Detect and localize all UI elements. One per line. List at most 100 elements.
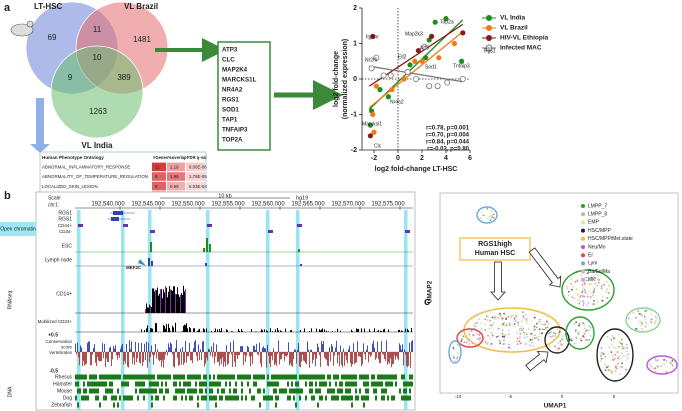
signal xyxy=(172,290,173,313)
signal xyxy=(107,352,108,363)
cell-dot xyxy=(490,332,493,334)
alignment xyxy=(379,381,381,387)
cell-dot xyxy=(519,338,521,341)
alignment xyxy=(209,395,211,401)
signal xyxy=(405,328,406,332)
alignment xyxy=(143,388,145,394)
alignment xyxy=(83,374,85,380)
alignment xyxy=(217,388,219,394)
callout-text: Human HSC xyxy=(475,250,515,257)
signal xyxy=(255,331,256,332)
signal xyxy=(337,352,338,364)
cell-dot xyxy=(621,362,624,365)
signal xyxy=(124,352,125,361)
cell-dot xyxy=(640,320,643,323)
alignment xyxy=(103,381,105,387)
alignment xyxy=(189,381,191,387)
alignment xyxy=(261,374,263,380)
cell-dot xyxy=(468,343,471,345)
cell-dot xyxy=(590,276,592,279)
cell-dot xyxy=(502,323,504,326)
legend-label: Ba/Eo/Ma xyxy=(588,269,610,275)
signal xyxy=(184,324,185,332)
alignment xyxy=(109,374,111,380)
venn-count: 9 xyxy=(68,73,73,82)
cell-dot xyxy=(650,318,653,321)
cell-dot xyxy=(632,311,635,314)
point xyxy=(401,76,407,82)
signal xyxy=(320,352,321,367)
signal xyxy=(185,288,186,313)
cell-dot xyxy=(643,315,646,318)
cell-dot xyxy=(489,344,492,347)
point xyxy=(368,65,375,72)
alignment xyxy=(205,374,207,380)
cell-dot xyxy=(475,322,477,325)
axis-label: -0.5 xyxy=(49,368,58,374)
alignment xyxy=(205,381,207,387)
y-tick-label: 0 xyxy=(353,76,357,83)
signal xyxy=(383,329,384,332)
signal xyxy=(276,352,277,366)
alignment xyxy=(333,395,335,401)
signal xyxy=(95,352,96,363)
signal xyxy=(331,344,332,352)
cell-dot xyxy=(655,359,657,362)
signal xyxy=(148,342,149,352)
signal xyxy=(85,352,86,365)
alignment xyxy=(271,374,273,380)
alignment xyxy=(79,374,81,380)
signal xyxy=(204,352,205,367)
alignment xyxy=(181,395,183,401)
signal xyxy=(324,329,325,332)
alignment xyxy=(135,374,137,380)
alignment xyxy=(127,395,129,401)
alignment xyxy=(187,388,189,394)
cell-dot xyxy=(640,314,643,317)
signal xyxy=(84,352,85,366)
cell-dot xyxy=(580,339,583,342)
alignment xyxy=(199,381,201,387)
signal xyxy=(280,352,281,360)
callout-box xyxy=(459,237,531,261)
alignment xyxy=(149,388,151,394)
cell-dot xyxy=(470,330,473,332)
cell-dot xyxy=(589,296,592,298)
alignment xyxy=(379,374,381,380)
signal xyxy=(139,352,140,363)
signal xyxy=(328,331,329,332)
signal xyxy=(235,352,236,367)
signal xyxy=(112,352,113,360)
signal xyxy=(167,352,168,356)
alignment xyxy=(125,395,127,401)
signal xyxy=(259,342,260,352)
signal xyxy=(239,352,240,356)
signal xyxy=(145,308,146,313)
signal xyxy=(258,352,259,356)
signal xyxy=(133,352,134,358)
cell-dot xyxy=(587,301,590,304)
signal xyxy=(168,343,169,352)
point xyxy=(451,40,457,47)
highlight xyxy=(206,210,210,410)
cell-dot xyxy=(515,315,518,317)
cell-dot xyxy=(519,327,522,330)
cell-dot xyxy=(607,292,610,294)
alignment xyxy=(387,381,389,387)
signal xyxy=(270,328,271,332)
signal xyxy=(109,347,110,352)
cluster-outline xyxy=(646,355,678,375)
cell-dot xyxy=(499,314,502,317)
signal xyxy=(165,328,166,332)
cell-dot xyxy=(566,285,568,288)
alignment xyxy=(253,395,255,401)
table-cell xyxy=(186,172,205,181)
cell-dot xyxy=(549,335,552,338)
alignment xyxy=(233,374,235,380)
signal xyxy=(394,352,395,356)
alignment xyxy=(373,381,375,387)
cell-dot xyxy=(649,365,652,368)
alignment xyxy=(355,388,357,394)
table-text: 8 xyxy=(155,174,158,179)
alignment xyxy=(217,381,219,387)
